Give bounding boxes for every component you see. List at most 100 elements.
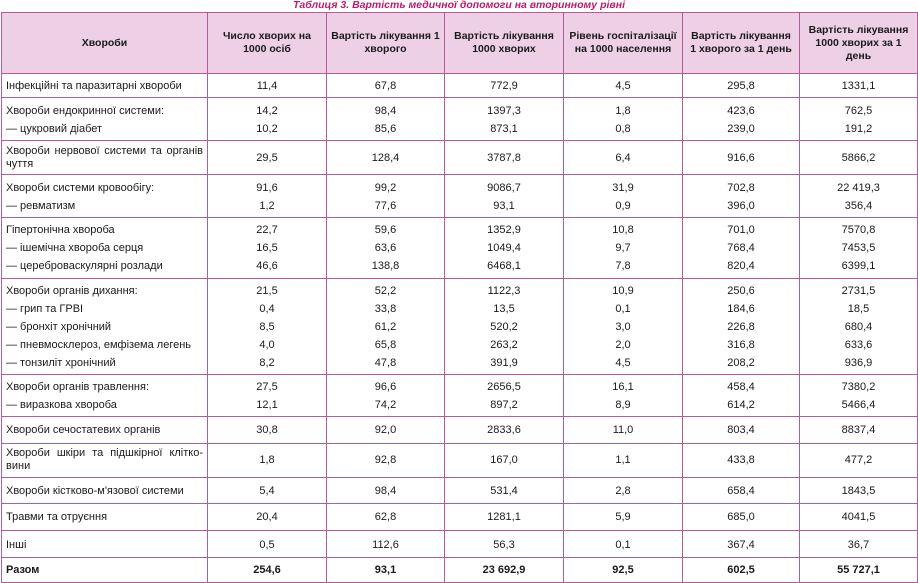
disease-name: Гіпертонічна хвороба — [6, 224, 115, 236]
cell-value: 762,5 — [844, 105, 873, 117]
value-cell: 295,8 — [682, 73, 800, 98]
value-cell: 92,8 — [326, 443, 445, 478]
disease-name: — цукровий діабет — [6, 123, 103, 135]
cell-value: 7570,8 — [841, 224, 876, 236]
value-cell: 20,4 — [207, 503, 327, 531]
cell-value: 22,7 — [256, 224, 278, 236]
value-cell: 10,8 9,7 7,8 — [563, 217, 683, 279]
cell-value: 916,6 — [727, 152, 755, 164]
value-cell: 803,4 — [682, 416, 800, 444]
cell-value: 5,4 — [259, 485, 275, 497]
table-body: Інфекційні та паразитарні хвороби 11,4 67,… — [1, 73, 918, 583]
disease-name: — бронхіт хронічний — [6, 321, 112, 333]
cell-value: 803,4 — [727, 424, 755, 436]
cell-value: 1122,3 — [487, 285, 521, 297]
cell-value: 680,4 — [844, 321, 873, 333]
disease-cell: Гіпертонічна хвороба — ішемічна хвороба с… — [1, 217, 208, 279]
value-cell: 99,2 77,6 — [326, 174, 445, 218]
cell-value: 820,4 — [727, 260, 755, 272]
value-cell: 1331,1 — [799, 73, 918, 98]
cell-value: 1,1 — [615, 454, 631, 466]
cell-value: 85,6 — [374, 123, 397, 135]
cell-value: 31,9 — [612, 182, 634, 194]
cell-value: 11,0 — [612, 424, 634, 436]
cell-value: 458,4 — [727, 381, 755, 393]
cell-value: 520,2 — [490, 321, 518, 333]
disease-cell: Хвороби системи кровообігу: — ревматизм — [1, 174, 208, 218]
value-cell: 701,0 768,4 820,4 — [682, 217, 800, 279]
cell-value: 1049,4 — [487, 242, 521, 254]
disease-name: — ревматизм — [6, 200, 76, 212]
cell-value: 367,4 — [727, 539, 755, 551]
disease-name: — ішемічна хвороба серця — [6, 242, 144, 254]
value-cell: 2731,5 18,5 680,4 633,6 936,9 — [799, 278, 918, 375]
cell-value: 36,7 — [847, 539, 870, 551]
value-cell: 22,7 16,5 46,6 — [207, 217, 327, 279]
total-label: Разом — [1, 557, 208, 583]
value-cell: 56,3 — [444, 530, 564, 558]
cell-value: 1,8 — [615, 105, 631, 117]
value-cell: 167,0 — [444, 443, 564, 478]
cell-value: 658,4 — [727, 485, 755, 497]
value-cell: 5,4 — [207, 477, 327, 504]
value-cell: 0,5 — [207, 530, 327, 558]
total-value-text: 92,5 — [612, 564, 634, 576]
cell-value: 2,0 — [615, 339, 631, 351]
cell-value: 98,4 — [374, 485, 397, 497]
value-cell: 112,6 — [326, 530, 445, 558]
cell-value: 9,7 — [615, 242, 631, 254]
value-cell: 458,4 614,2 — [682, 374, 800, 417]
cell-value: 27,5 — [256, 381, 278, 393]
cell-value: 1,8 — [259, 454, 275, 466]
cell-value: 702,8 — [727, 182, 755, 194]
disease-cell: Хвороби органів травлення: — виразкова хв… — [1, 374, 208, 417]
total-value: 254,6 — [207, 557, 327, 583]
disease-name: Травми та отруєння — [6, 511, 108, 523]
cell-value: 52,2 — [374, 285, 397, 297]
table-row: Хвороби сечостатевих органів 30,8 92,0 2833… — [1, 416, 918, 444]
value-cell: 98,4 85,6 — [326, 97, 445, 141]
cell-value: 897,2 — [490, 399, 518, 411]
table-caption: Таблиця 3. Вартість медичної допомоги на… — [292, 0, 626, 11]
disease-name: Інфекційні та паразитарні хвороби — [6, 80, 182, 92]
value-cell: 11,4 — [207, 73, 327, 98]
value-cell: 21,5 0,4 8,5 4,0 8,2 — [207, 278, 327, 375]
value-cell: 1352,9 1049,4 6468,1 — [444, 217, 564, 279]
cell-value: 62,8 — [374, 511, 397, 523]
value-cell: 1843,5 — [799, 477, 918, 504]
value-cell: 91,6 1,2 — [207, 174, 327, 218]
value-cell: 772,9 — [444, 73, 564, 98]
cell-value: 16,5 — [256, 242, 278, 254]
value-cell: 685,0 — [682, 503, 800, 531]
cell-value: 477,2 — [844, 454, 873, 466]
cell-value: 184,6 — [727, 303, 755, 315]
cell-value: 4,5 — [615, 357, 631, 369]
value-cell: 128,4 — [326, 140, 445, 175]
column-header: Вартість лікування 1000 хворих за 1 день — [799, 12, 918, 74]
cell-value: 633,6 — [844, 339, 873, 351]
disease-cell: Хвороби органів дихання: — грип та ГРВІ — … — [1, 278, 208, 375]
disease-name: — пневмосклероз, емфізема легень — [6, 339, 192, 351]
value-cell: 98,4 — [326, 477, 445, 504]
value-cell: 7570,8 7453,5 6399,1 — [799, 217, 918, 279]
disease-name: — грип та ГРВІ — [6, 303, 84, 315]
cell-value: 10,8 — [612, 224, 634, 236]
cell-value: 6468,1 — [487, 260, 521, 272]
value-cell: 423,6 239,0 — [682, 97, 800, 141]
value-cell: 1281,1 — [444, 503, 564, 531]
cell-value: 936,9 — [844, 357, 873, 369]
value-cell: 1,8 — [207, 443, 327, 478]
cell-value: 4041,5 — [841, 511, 876, 523]
disease-name: — виразкова хвороба — [6, 399, 117, 411]
value-cell: 16,1 8,9 — [563, 374, 683, 417]
cell-value: 128,4 — [371, 152, 400, 164]
cell-value: 295,8 — [727, 80, 755, 92]
cell-value: 8837,4 — [841, 424, 876, 436]
value-cell: 250,6 184,6 226,8 316,8 208,2 — [682, 278, 800, 375]
column-header: Вартість лікування 1000 хворих — [444, 12, 564, 74]
column-header: Хвороби — [1, 12, 208, 74]
column-header: Вартість лікування 1 хворого — [326, 12, 445, 74]
value-cell: 8837,4 — [799, 416, 918, 444]
cell-value: 1281,1 — [487, 511, 521, 523]
cell-value: 30,8 — [256, 424, 278, 436]
